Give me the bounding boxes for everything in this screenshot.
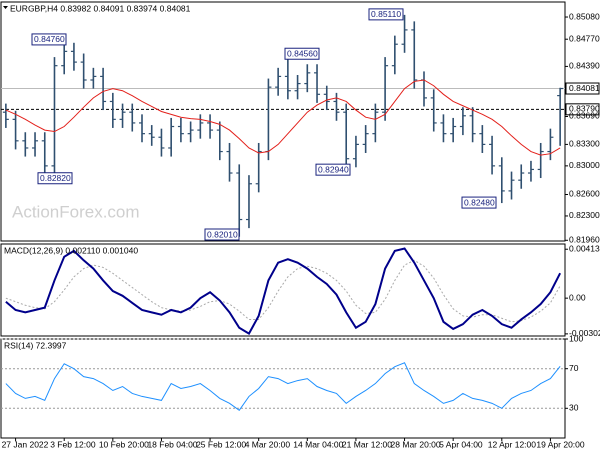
rsi-panel bbox=[0, 338, 566, 439]
annotation-label: 0.85110 bbox=[371, 9, 401, 19]
annotation-box bbox=[461, 196, 497, 209]
annotation-label: 0.84760 bbox=[34, 34, 65, 44]
y-tick-label: 0.84081 bbox=[569, 83, 600, 93]
annotation-label: 0.82820 bbox=[40, 173, 71, 183]
y-tick-label: -0.00302 bbox=[569, 328, 600, 338]
price-panel bbox=[0, 1, 566, 242]
x-tick-label: 18 Feb 04:00 bbox=[147, 439, 197, 449]
y-tick-label: 0.83690 bbox=[569, 111, 600, 121]
price-box bbox=[565, 103, 600, 116]
watermark: ActionForex.com bbox=[12, 202, 140, 221]
price-box bbox=[565, 82, 600, 95]
x-tick-label: 25 Feb 12:00 bbox=[196, 439, 246, 449]
series-line bbox=[5, 259, 561, 323]
y-tick-label: 0.82300 bbox=[569, 210, 600, 220]
y-tick-label: 70 bbox=[569, 363, 579, 373]
y-tick-label: 0.84770 bbox=[569, 33, 600, 43]
y-tick-label: 100 bbox=[569, 333, 583, 343]
annotation-label: 0.82480 bbox=[464, 197, 495, 207]
annotation-box bbox=[284, 47, 320, 60]
annotation-label: 0.84560 bbox=[287, 48, 318, 58]
annotation-box bbox=[368, 8, 404, 21]
annotation-label: 0.82010 bbox=[207, 229, 238, 239]
x-tick-label: 28 Mar 20:00 bbox=[391, 439, 441, 449]
x-tick-label: 5 Apr 04:00 bbox=[439, 439, 483, 449]
x-tick-label: 3 Feb 12:00 bbox=[50, 439, 96, 449]
series-line bbox=[5, 362, 561, 411]
macd-panel bbox=[0, 243, 566, 337]
y-tick-label: 0.004138 bbox=[569, 243, 600, 253]
y-tick-label: 0.85080 bbox=[569, 11, 600, 21]
x-tick-label: 10 Feb 20:00 bbox=[99, 439, 149, 449]
annotation-label: 0.82940 bbox=[318, 164, 349, 174]
x-tick-label: 19 Apr 20:00 bbox=[536, 439, 584, 449]
y-tick-label: 0.84390 bbox=[569, 61, 600, 71]
panel-title: MACD(12,26,9) 0.002110 0.001040 bbox=[4, 245, 138, 255]
y-tick-label: 0.83300 bbox=[569, 139, 600, 149]
x-tick-label: 27 Jan 2022 bbox=[2, 439, 49, 449]
annotation-box bbox=[37, 172, 73, 185]
y-tick-label: 30 bbox=[569, 403, 579, 413]
annotation-box bbox=[315, 163, 351, 176]
y-tick-label: 0.83790 bbox=[569, 104, 600, 114]
x-tick-label: 21 Mar 12:00 bbox=[342, 439, 392, 449]
x-tick-label: 14 Mar 04:00 bbox=[293, 439, 343, 449]
series-line bbox=[5, 247, 562, 336]
x-tick-label: 4 Mar 20:00 bbox=[245, 439, 291, 449]
panel-title: RSI(14) 72.3997 bbox=[4, 340, 67, 350]
panel-title: EURGBP,H4 0.83982 0.84091 0.83974 0.8408… bbox=[10, 3, 191, 13]
x-tick-label: 12 Apr 12:00 bbox=[488, 439, 536, 449]
annotation-box bbox=[204, 228, 240, 241]
y-tick-label: 0.00 bbox=[569, 292, 586, 302]
y-tick-label: 0.83000 bbox=[569, 160, 600, 170]
title-marker bbox=[3, 6, 8, 9]
y-tick-label: 0.81960 bbox=[569, 235, 600, 245]
moving-average bbox=[5, 79, 561, 156]
annotation-box bbox=[31, 33, 67, 46]
y-tick-label: 0.82600 bbox=[569, 189, 600, 199]
